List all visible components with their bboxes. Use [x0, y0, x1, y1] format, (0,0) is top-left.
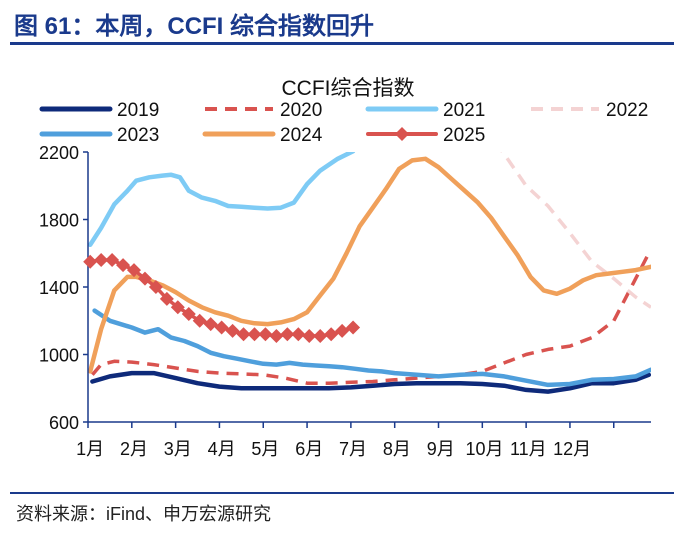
data-point-2025	[236, 327, 251, 342]
data-point-2025	[225, 323, 240, 338]
title-rule	[10, 42, 674, 45]
legend-label: 2025	[443, 125, 485, 146]
legend-label: 2023	[117, 125, 159, 146]
x-tick-label: 3月	[164, 439, 192, 459]
data-point-2025	[83, 254, 98, 269]
legend-item-2021: 2021	[365, 100, 485, 121]
data-point-2025	[127, 263, 142, 278]
axes: 600 1000 1400 1800 2200 1月 2月 3月 4月 5月 6月 7月 8月 9月 10月…	[39, 143, 651, 459]
y-tick-label: 600	[49, 413, 79, 433]
data-point-2025	[116, 258, 131, 273]
data-point-2025	[346, 320, 361, 335]
legend-label: 2019	[117, 100, 159, 121]
series-line-2021	[88, 152, 356, 248]
x-tick-label: 6月	[295, 439, 323, 459]
x-tick-label: 5月	[251, 439, 279, 459]
series-line-2022	[500, 152, 651, 309]
data-point-2025	[192, 313, 207, 328]
data-point-2025	[148, 280, 163, 294]
source-note: 资料来源：iFind、申万宏源研究	[16, 504, 272, 524]
legend-marker	[395, 127, 409, 141]
data-point-2025	[291, 327, 306, 342]
series-line-2019	[90, 370, 651, 394]
x-tick-label: 7月	[339, 439, 367, 459]
data-point-2025	[335, 323, 350, 338]
plot-area	[88, 152, 651, 394]
x-tick-label: 12月	[553, 439, 591, 459]
legend-label: 2021	[443, 100, 485, 121]
data-point-2025	[269, 328, 284, 343]
legend: 2019 2020 2021 2022 2023 2024 2025	[39, 100, 648, 146]
legend-item-2019: 2019	[39, 100, 159, 121]
legend-item-2024: 2024	[202, 125, 323, 146]
chart-title: CCFI综合指数	[282, 77, 415, 100]
x-tick-label: 11月	[510, 439, 547, 459]
x-tick-label: 1月	[76, 439, 104, 459]
y-tick-label: 2200	[39, 143, 79, 163]
y-tick-label: 1000	[39, 346, 79, 366]
y-tick-label: 1800	[39, 211, 79, 231]
x-tick-label: 2月	[120, 439, 148, 459]
series-line-2024	[88, 156, 651, 374]
legend-label: 2024	[280, 125, 323, 146]
data-point-2025	[324, 327, 339, 342]
legend-item-2022: 2022	[531, 100, 648, 121]
series-line-2023	[92, 308, 651, 388]
data-point-2025	[181, 307, 196, 321]
data-point-2025	[137, 271, 152, 286]
legend-item-2020: 2020	[205, 100, 322, 121]
figure-title: 图 61：本周，CCFI 综合指数回升	[14, 13, 375, 40]
legend-item-2025: 2025	[366, 125, 485, 146]
series-line-2020	[91, 252, 651, 385]
x-tick-label: 8月	[383, 439, 411, 459]
y-tick-label: 1400	[39, 278, 79, 298]
data-point-2025	[280, 327, 295, 342]
data-point-2025	[94, 253, 109, 267]
data-point-2025	[313, 328, 328, 343]
x-tick-label: 4月	[208, 439, 236, 459]
data-point-2025	[214, 320, 229, 335]
source-rule	[10, 492, 674, 494]
ccfi-line-chart: CCFI综合指数 2019 2020 2021 2022 2023 2024 2025 60…	[39, 77, 651, 459]
data-point-2025	[302, 328, 317, 343]
x-tick-label: 9月	[427, 439, 455, 459]
legend-item-2023: 2023	[39, 125, 159, 146]
data-point-2025	[247, 327, 262, 342]
legend-label: 2022	[606, 100, 648, 121]
legend-label: 2020	[280, 100, 322, 121]
data-point-2025	[203, 317, 218, 332]
data-point-2025	[159, 291, 174, 306]
data-point-2025	[170, 300, 185, 315]
data-point-2025	[258, 327, 273, 342]
x-tick-label: 10月	[465, 439, 503, 459]
data-point-2025	[105, 253, 120, 267]
